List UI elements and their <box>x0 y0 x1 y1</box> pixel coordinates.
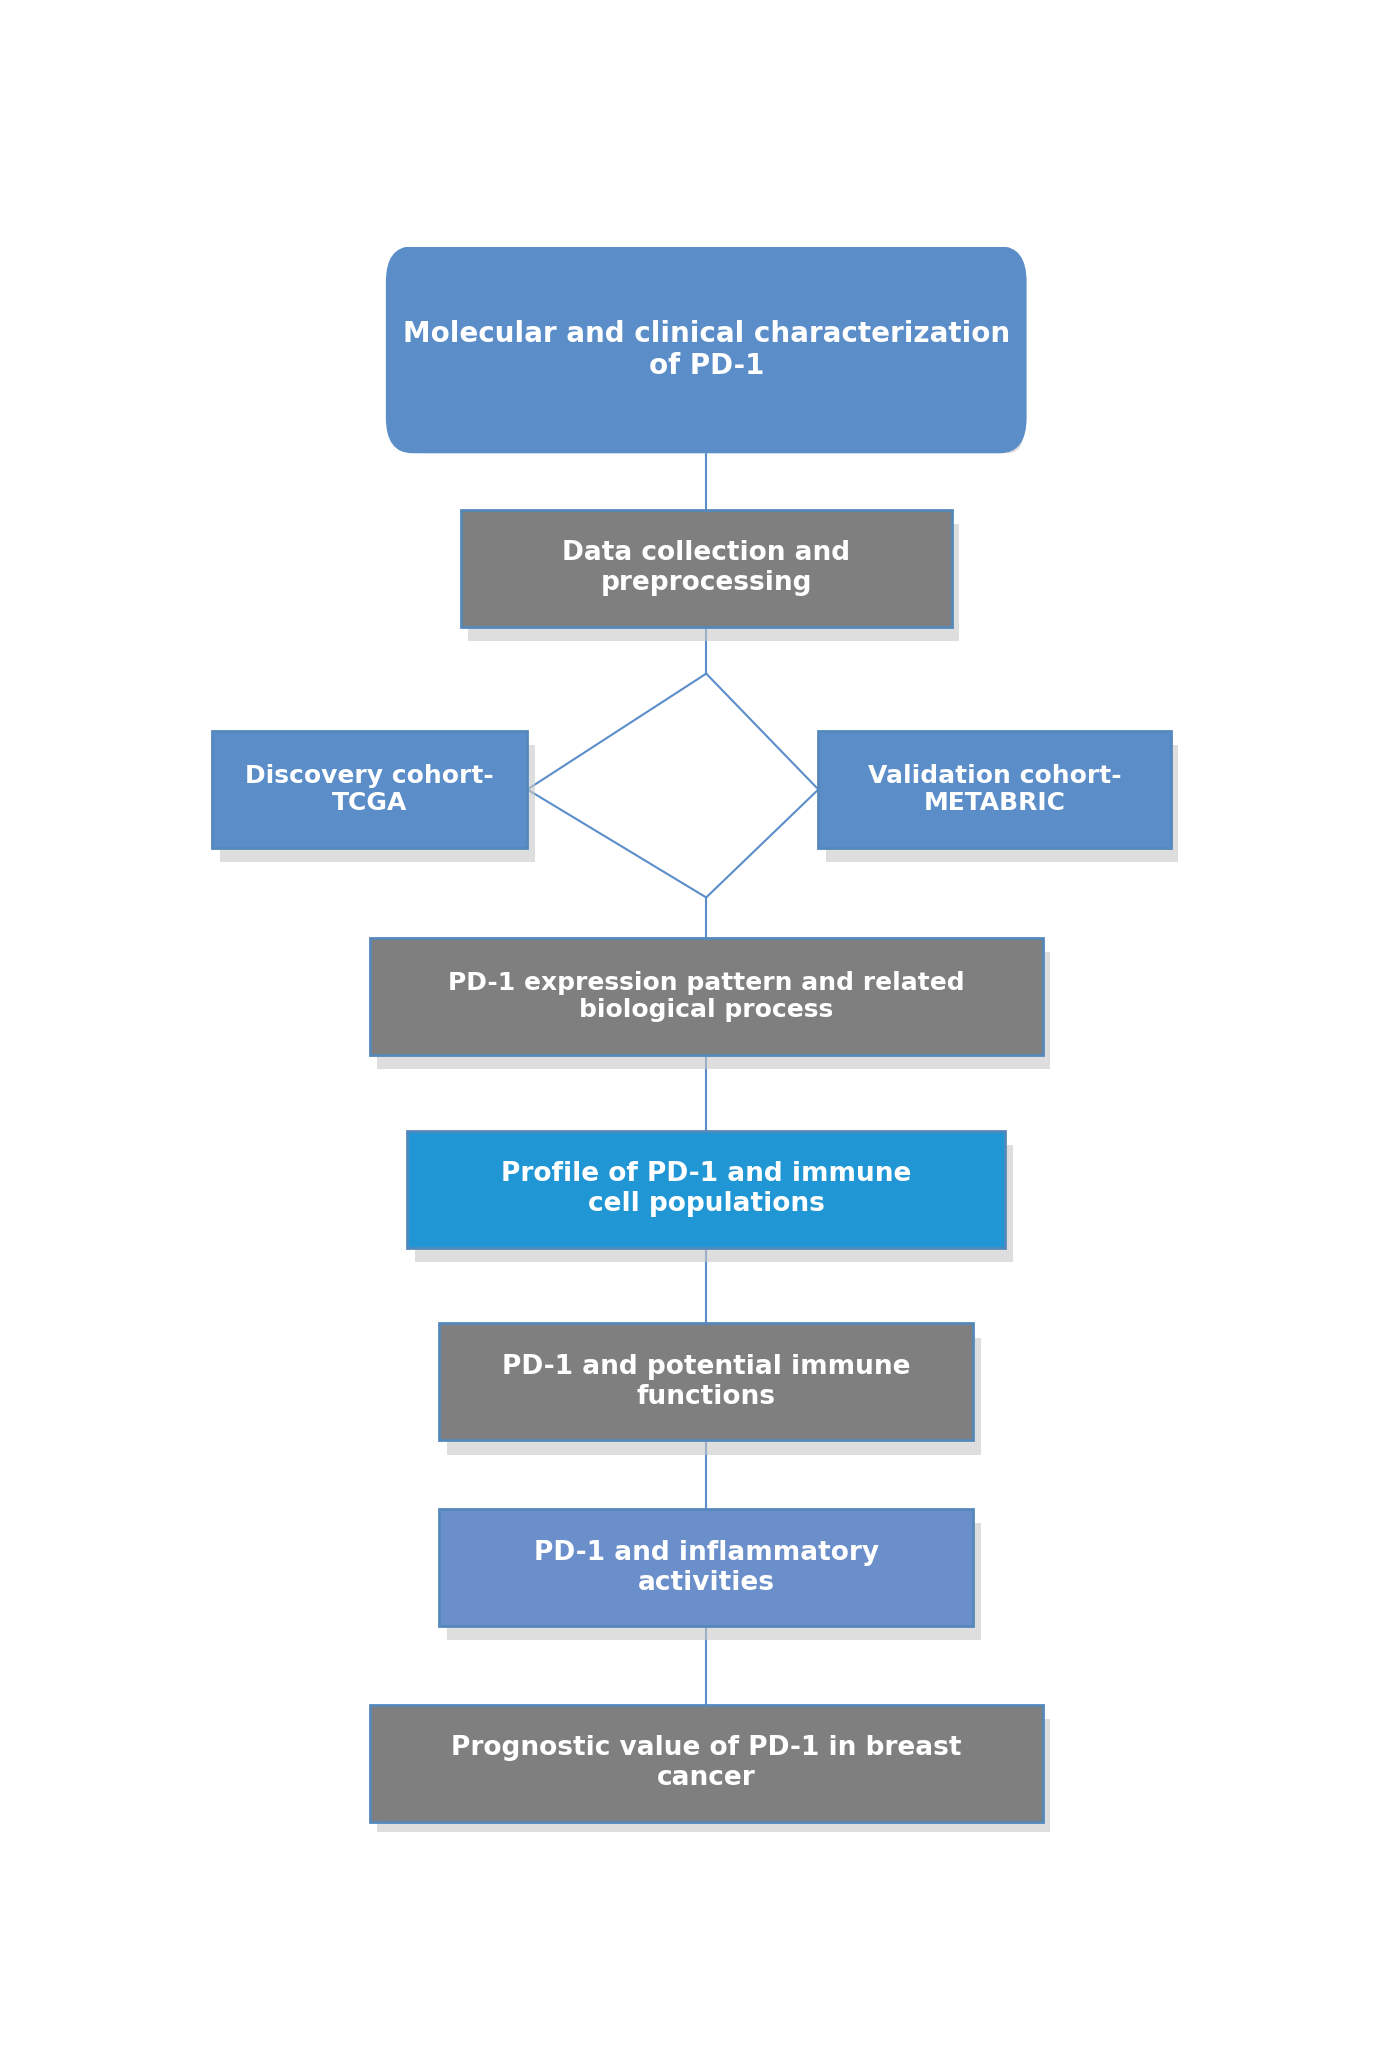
FancyBboxPatch shape <box>415 1144 1013 1262</box>
FancyBboxPatch shape <box>446 1338 981 1455</box>
FancyBboxPatch shape <box>469 525 959 640</box>
FancyBboxPatch shape <box>219 745 535 862</box>
FancyBboxPatch shape <box>369 938 1043 1056</box>
Text: Molecular and clinical characterization
of PD-1: Molecular and clinical characterization … <box>402 319 1010 381</box>
FancyBboxPatch shape <box>408 1130 1006 1247</box>
FancyBboxPatch shape <box>446 1523 981 1640</box>
FancyBboxPatch shape <box>369 1704 1043 1821</box>
FancyBboxPatch shape <box>378 1718 1050 1836</box>
Text: Validation cohort-
METABRIC: Validation cohort- METABRIC <box>868 764 1122 815</box>
Text: PD-1 and inflammatory
activities: PD-1 and inflammatory activities <box>533 1539 879 1595</box>
FancyBboxPatch shape <box>378 953 1050 1070</box>
Text: Data collection and
preprocessing: Data collection and preprocessing <box>562 539 850 597</box>
FancyBboxPatch shape <box>460 510 952 628</box>
FancyBboxPatch shape <box>212 731 528 848</box>
FancyBboxPatch shape <box>819 731 1171 848</box>
Text: PD-1 and potential immune
functions: PD-1 and potential immune functions <box>502 1354 911 1410</box>
FancyBboxPatch shape <box>386 247 1027 453</box>
FancyBboxPatch shape <box>440 1509 973 1626</box>
Text: Prognostic value of PD-1 in breast
cancer: Prognostic value of PD-1 in breast cance… <box>451 1735 962 1790</box>
Text: Profile of PD-1 and immune
cell populations: Profile of PD-1 and immune cell populati… <box>502 1161 911 1216</box>
Text: Discovery cohort-
TCGA: Discovery cohort- TCGA <box>245 764 495 815</box>
FancyBboxPatch shape <box>825 745 1178 862</box>
FancyBboxPatch shape <box>440 1323 973 1441</box>
FancyBboxPatch shape <box>404 276 1024 453</box>
Text: PD-1 expression pattern and related
biological process: PD-1 expression pattern and related biol… <box>448 971 965 1023</box>
